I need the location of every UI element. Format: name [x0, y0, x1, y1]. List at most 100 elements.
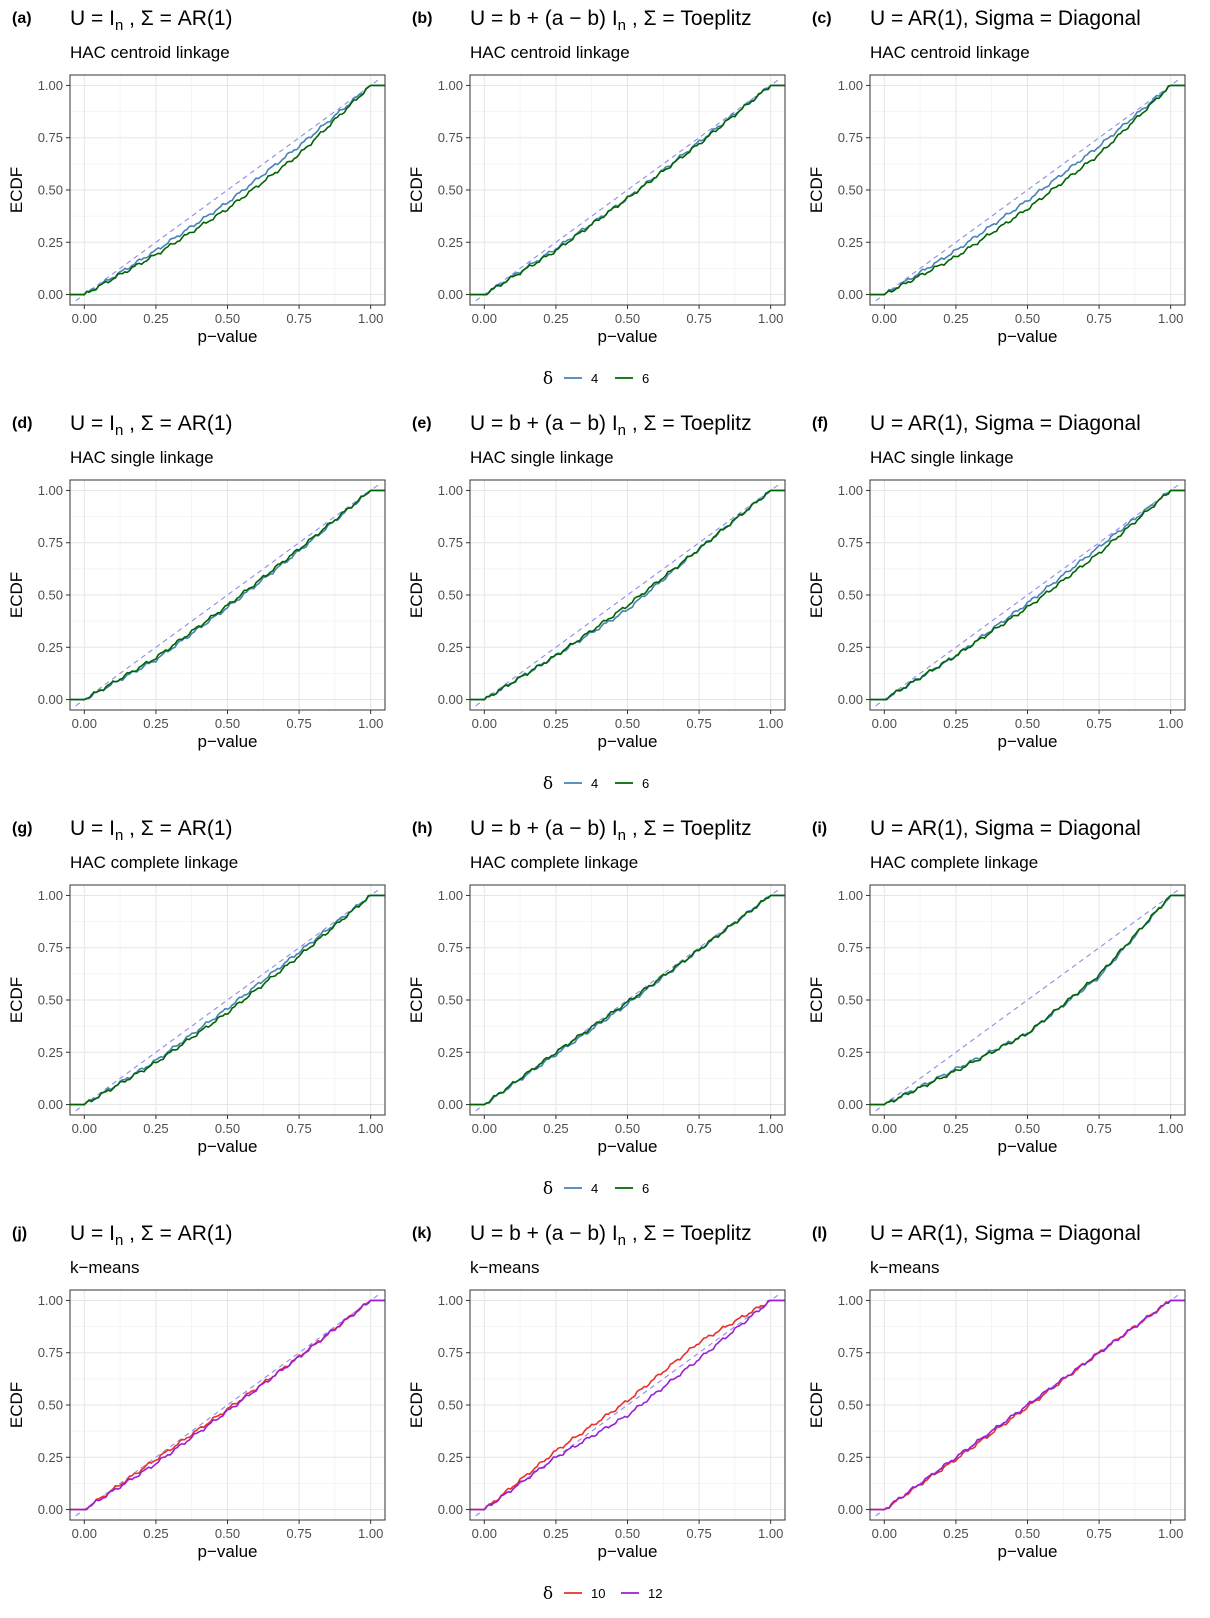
- x-axis-label: p−value: [597, 327, 657, 346]
- legend-label-4: 4: [591, 371, 598, 386]
- series-line-6: [470, 894, 785, 1106]
- x-tick-label: 1.00: [358, 1121, 383, 1136]
- y-tick-label: 0.25: [438, 1045, 463, 1060]
- y-tick-label: 0.75: [438, 535, 463, 550]
- y-axis-label: ECDF: [7, 167, 26, 213]
- y-tick-label: 0.25: [38, 235, 63, 250]
- y-tick-label: 0.00: [838, 692, 863, 707]
- y-tick-label: 0.50: [438, 183, 463, 198]
- y-axis-label: ECDF: [407, 572, 426, 618]
- y-tick-label: 1.00: [38, 1293, 63, 1308]
- x-tick-label: 0.25: [143, 311, 168, 326]
- x-tick-label: 0.75: [1086, 1526, 1111, 1541]
- y-tick-label: 1.00: [38, 483, 63, 498]
- legend: δ 4 6: [543, 1179, 649, 1199]
- x-axis-label: p−value: [997, 732, 1057, 751]
- legend-label-6: 6: [642, 371, 649, 386]
- x-tick-label: 0.50: [1015, 1121, 1040, 1136]
- panel-g: (g) U = In , Σ = AR(1) HAC complete linkag…: [7, 817, 386, 1156]
- x-axis-label: p−value: [597, 732, 657, 751]
- series-line-6: [70, 489, 385, 701]
- panel-title: U = In , Σ = AR(1): [70, 412, 233, 439]
- x-tick-label: 0.00: [72, 1526, 97, 1541]
- y-axis-label: ECDF: [807, 167, 826, 213]
- panel-subtitle: k−means: [470, 1258, 539, 1277]
- panel-b: (b) U = b + (a − b) In , Σ = Toeplitz HAC …: [407, 7, 786, 346]
- y-tick-label: 0.50: [838, 993, 863, 1008]
- y-tick-label: 1.00: [38, 888, 63, 903]
- series-line-10: [470, 1299, 785, 1511]
- panel-title: U = In , Σ = AR(1): [70, 1222, 233, 1249]
- x-tick-label: 1.00: [758, 1526, 783, 1541]
- x-tick-label: 0.25: [943, 1121, 968, 1136]
- panel-subtitle: HAC complete linkage: [70, 853, 238, 872]
- y-tick-label: 0.00: [38, 1097, 63, 1112]
- x-tick-label: 0.75: [286, 1121, 311, 1136]
- x-tick-label: 0.75: [1086, 1121, 1111, 1136]
- y-tick-label: 0.75: [838, 1345, 863, 1360]
- x-tick-label: 0.75: [686, 1526, 711, 1541]
- x-tick-label: 0.75: [686, 1121, 711, 1136]
- x-tick-label: 0.50: [215, 311, 240, 326]
- panel-tag: (e): [412, 415, 432, 432]
- x-tick-label: 0.25: [943, 716, 968, 731]
- x-axis-label: p−value: [197, 1542, 257, 1561]
- x-tick-label: 0.00: [472, 1526, 497, 1541]
- panel-title: U = AR(1), Sigma = Diagonal: [870, 412, 1141, 435]
- x-tick-label: 0.75: [1086, 716, 1111, 731]
- y-tick-label: 0.75: [838, 535, 863, 550]
- y-tick-label: 0.50: [838, 183, 863, 198]
- legend-title: δ: [543, 1179, 553, 1199]
- y-tick-label: 0.00: [38, 692, 63, 707]
- panel-tag: (a): [12, 10, 32, 27]
- x-tick-label: 0.00: [72, 1121, 97, 1136]
- y-tick-label: 0.25: [38, 640, 63, 655]
- panel-c: (c) U = AR(1), Sigma = Diagonal HAC centro…: [807, 7, 1186, 346]
- y-tick-label: 1.00: [838, 888, 863, 903]
- series-line-4: [870, 84, 1185, 296]
- y-tick-label: 0.25: [838, 1045, 863, 1060]
- y-tick-label: 0.75: [38, 130, 63, 145]
- y-tick-label: 0.25: [838, 640, 863, 655]
- y-axis-label: ECDF: [407, 1382, 426, 1428]
- y-tick-label: 0.00: [438, 1502, 463, 1517]
- series-line-6: [870, 894, 1185, 1106]
- y-tick-label: 0.75: [438, 1345, 463, 1360]
- x-tick-label: 0.00: [872, 311, 897, 326]
- series-line-6: [470, 489, 785, 701]
- y-tick-label: 0.25: [438, 235, 463, 250]
- x-tick-label: 0.50: [1015, 716, 1040, 731]
- x-tick-label: 0.00: [472, 716, 497, 731]
- panel-title: U = b + (a − b) In , Σ = Toeplitz: [470, 7, 752, 34]
- legend-label-4: 4: [591, 1181, 598, 1196]
- y-tick-label: 0.25: [38, 1450, 63, 1465]
- x-tick-label: 0.25: [143, 716, 168, 731]
- x-tick-label: 0.75: [686, 716, 711, 731]
- y-tick-label: 1.00: [838, 78, 863, 93]
- panel-k: (k) U = b + (a − b) In , Σ = Toeplitz k−me…: [407, 1222, 786, 1561]
- y-tick-label: 0.00: [38, 287, 63, 302]
- y-tick-label: 0.00: [838, 287, 863, 302]
- panel-tag: (f): [812, 415, 828, 432]
- x-tick-label: 0.00: [72, 311, 97, 326]
- x-tick-label: 0.25: [143, 1526, 168, 1541]
- panel-subtitle: k−means: [870, 1258, 939, 1277]
- y-tick-label: 1.00: [38, 78, 63, 93]
- y-tick-label: 0.50: [438, 1398, 463, 1413]
- y-axis-label: ECDF: [807, 977, 826, 1023]
- series-line-6: [70, 84, 385, 296]
- panel-tag: (d): [12, 415, 32, 432]
- legend: δ 4 6: [543, 369, 649, 389]
- y-tick-label: 0.50: [438, 993, 463, 1008]
- panel-tag: (c): [812, 10, 832, 27]
- series-line-6: [870, 489, 1185, 701]
- y-tick-label: 0.50: [38, 183, 63, 198]
- y-tick-label: 0.50: [38, 1398, 63, 1413]
- panel-subtitle: HAC complete linkage: [470, 853, 638, 872]
- legend: δ 10 12: [543, 1584, 663, 1604]
- panel-subtitle: k−means: [70, 1258, 139, 1277]
- x-tick-label: 0.25: [543, 1526, 568, 1541]
- panel-d: (d) U = In , Σ = AR(1) HAC single linkage 0…: [7, 412, 386, 751]
- x-tick-label: 1.00: [1158, 1526, 1183, 1541]
- y-axis-label: ECDF: [807, 1382, 826, 1428]
